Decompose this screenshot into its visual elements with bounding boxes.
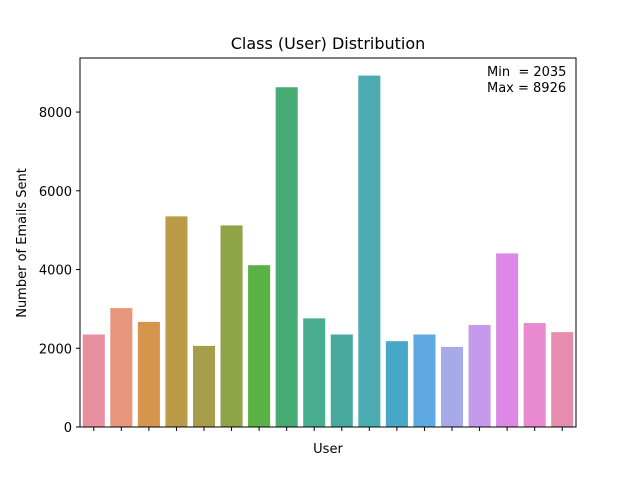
y-axis: 0 2000 4000 6000 8000 [39,106,80,436]
plot-frame [79,57,577,428]
bar [440,346,464,427]
bar [330,334,353,427]
x-axis-label: User [313,442,343,457]
bar [551,332,574,427]
y-tick-label: 8000 [39,106,72,121]
bar [248,265,271,427]
bar [303,318,326,427]
bar [275,87,298,427]
bar [413,334,436,427]
bar [496,253,519,427]
bar [165,216,188,427]
min-annotation: Min = 2035 [487,65,566,80]
bars-group [82,75,574,427]
y-axis-label: Number of Emails Sent [15,168,30,318]
bar [523,323,546,427]
bar [220,225,243,427]
bar [192,345,216,427]
x-axis [93,427,563,431]
max-annotation: Max = 8926 [487,81,566,96]
y-tick-label: 2000 [39,342,72,357]
y-tick-label: 0 [64,421,72,436]
bar [358,75,381,427]
bar [137,321,160,427]
y-tick-label: 6000 [39,185,72,200]
bar [82,334,105,427]
bar [110,308,133,427]
bar [385,341,408,427]
chart-title: Class (User) Distribution [231,34,426,53]
bar [468,325,491,427]
y-tick-label: 4000 [39,264,72,279]
